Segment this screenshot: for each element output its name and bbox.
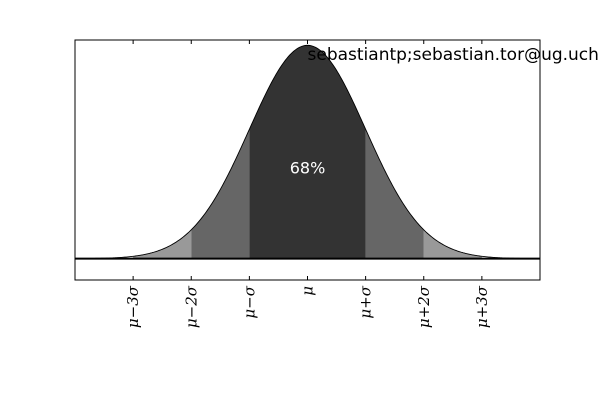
sigma-band-1 [423, 229, 482, 259]
x-tick-label: μ−2σ [182, 285, 200, 328]
x-tick-label: μ−3σ [124, 285, 142, 328]
x-tick-label: μ+σ [357, 285, 375, 318]
x-tick-label: μ [299, 286, 317, 296]
x-tick-label: μ+2σ [415, 285, 433, 328]
percentage-label: 68% [290, 158, 326, 177]
density-curve [75, 44, 540, 260]
x-tick-label: μ−σ [240, 285, 258, 318]
x-axis: μ−3σ μ−2σ μ−σ μ μ+σ μ+2σ μ+3σ [124, 40, 491, 328]
x-tick-label: μ+3σ [473, 285, 491, 328]
sigma-band-4 [249, 45, 366, 259]
sigma-band-0 [133, 229, 192, 259]
author-annotation: sebastiantp;sebastian.tor@ug.uchile.cl [308, 45, 600, 65]
plot-area: 68% [75, 44, 540, 260]
